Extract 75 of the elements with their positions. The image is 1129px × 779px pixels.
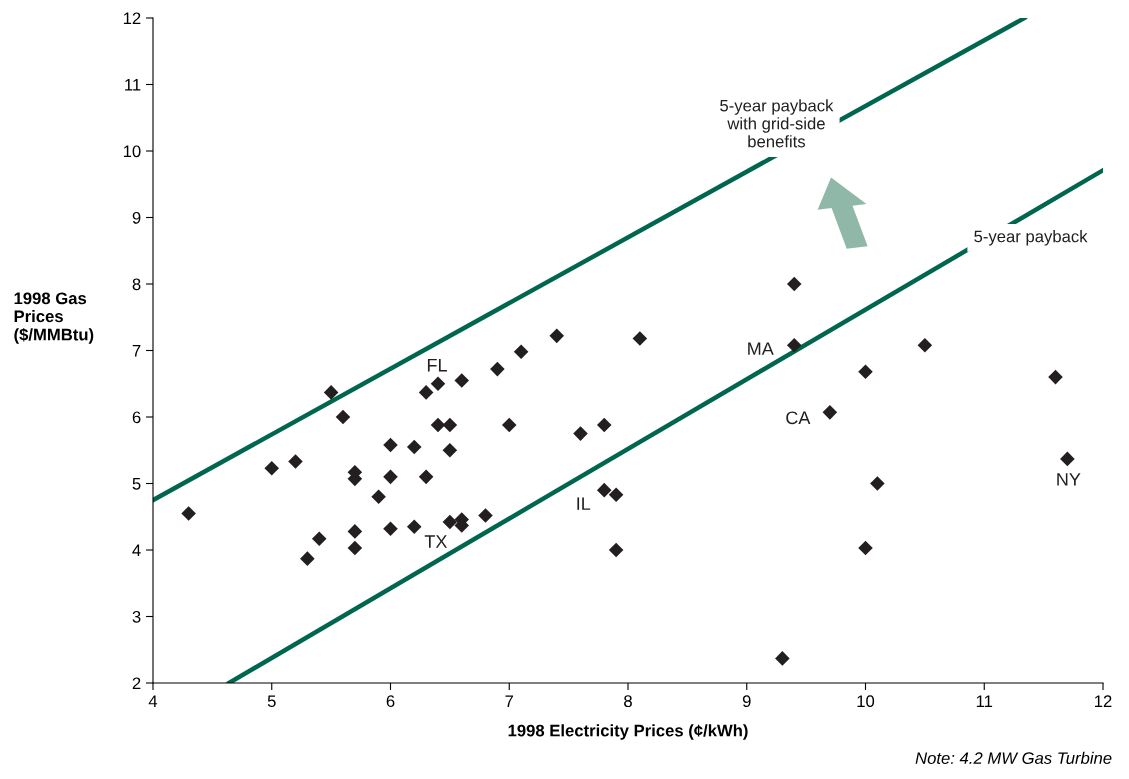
point (288, 454, 303, 469)
x-tick-label: 6 (386, 695, 395, 708)
point (608, 487, 624, 503)
y-tick-label: 8 (132, 278, 141, 291)
point (430, 376, 446, 392)
annotation: CA (786, 411, 811, 425)
point (406, 439, 422, 455)
text: Note: 4.2 MW Gas Turbine (915, 751, 1112, 765)
point (870, 476, 885, 491)
point (822, 405, 838, 420)
y-tick-label: 10 (123, 145, 141, 158)
point (596, 417, 612, 433)
point (347, 524, 363, 539)
point (573, 426, 588, 441)
point (632, 331, 648, 346)
point (371, 489, 386, 505)
point (786, 276, 802, 292)
point (181, 506, 196, 521)
point (454, 373, 470, 388)
point (300, 551, 315, 566)
y-tick-label: 3 (132, 610, 141, 623)
point (1048, 369, 1063, 385)
point (858, 540, 873, 556)
point (264, 460, 280, 476)
annotation: FL (427, 359, 447, 372)
point (858, 364, 873, 380)
annotation: 5-year payback with grid-side benefits (720, 99, 834, 148)
point (311, 531, 327, 546)
point (406, 519, 422, 535)
x-tick-label: 9 (742, 695, 751, 708)
y-tick-label: 5 (132, 478, 141, 490)
y-tick-label: 6 (132, 411, 141, 424)
point (608, 542, 624, 558)
point (323, 385, 339, 400)
y-tick-label: 9 (132, 211, 141, 224)
point (478, 508, 493, 523)
point (383, 469, 398, 485)
point (347, 540, 363, 556)
point (549, 328, 565, 344)
point (383, 521, 398, 536)
x-tick-label: 4 (148, 695, 158, 707)
x-tick-label: 7 (505, 695, 514, 707)
point (383, 437, 398, 453)
y-tick-label: 11 (125, 79, 141, 91)
point (490, 361, 505, 377)
point (1060, 451, 1075, 467)
annotation: MA (748, 342, 774, 355)
y-tick-label: 7 (132, 345, 141, 357)
annotation: TX (424, 535, 448, 548)
x-tick-label: 8 (624, 695, 632, 708)
point (442, 417, 458, 433)
x-tick-label: 10 (857, 695, 875, 708)
point (775, 651, 790, 666)
annotation: IL (577, 497, 591, 510)
y-tick-label: 12 (123, 12, 141, 25)
point (596, 482, 612, 498)
annotation: 5-year payback (974, 230, 1088, 246)
annotation: NY (1057, 473, 1081, 486)
x-tick-label: 12 (1095, 695, 1112, 707)
point (513, 344, 529, 360)
y-tick-label: 2 (132, 677, 141, 690)
point (442, 442, 458, 458)
point (430, 417, 446, 433)
x-tick-label: 5 (267, 695, 276, 708)
x-axis-title: 1998 Electricity Prices (¢/kWh) (508, 724, 748, 740)
point (418, 385, 434, 400)
y-tick-label: 4 (132, 544, 141, 557)
point (335, 409, 351, 425)
point (917, 337, 933, 353)
point (786, 337, 802, 353)
x-tick-label: 11 (976, 695, 993, 707)
y-axis-title: 1998 Gas Prices ($/MMBtu) (14, 292, 94, 344)
point (501, 417, 517, 433)
point (442, 514, 458, 530)
point (418, 469, 434, 485)
